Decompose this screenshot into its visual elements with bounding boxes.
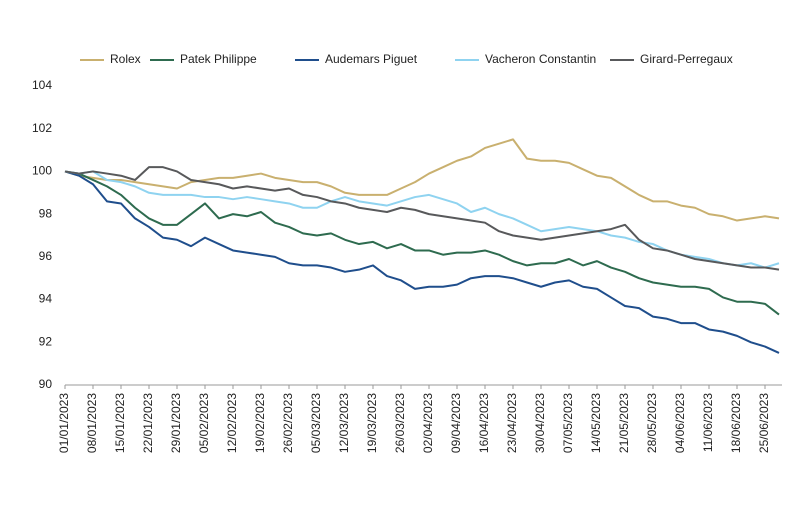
legend-label: Audemars Piguet — [325, 52, 418, 66]
x-tick-label: 05/02/2023 — [197, 393, 211, 453]
x-tick-label: 15/01/2023 — [113, 393, 127, 453]
y-tick-label: 102 — [32, 121, 52, 135]
y-tick-label: 98 — [39, 206, 53, 220]
y-tick-label: 94 — [39, 292, 53, 306]
x-tick-label: 23/04/2023 — [505, 393, 519, 453]
series-line — [64, 138, 780, 222]
x-tick-label: 26/02/2023 — [281, 393, 295, 453]
x-tick-label: 18/06/2023 — [729, 393, 743, 453]
x-tick-label: 07/05/2023 — [561, 393, 575, 453]
x-tick-label: 19/03/2023 — [365, 393, 379, 453]
series-line — [64, 170, 780, 354]
x-tick-label: 16/04/2023 — [477, 393, 491, 453]
x-tick-label: 26/03/2023 — [393, 393, 407, 453]
series-line — [64, 170, 780, 316]
legend-label: Girard-Perregaux — [640, 52, 733, 66]
x-tick-label: 14/05/2023 — [589, 393, 603, 453]
y-tick-label: 92 — [39, 334, 53, 348]
x-tick-label: 30/04/2023 — [533, 393, 547, 453]
x-tick-label: 28/05/2023 — [645, 393, 659, 453]
x-tick-label: 19/02/2023 — [253, 393, 267, 453]
y-tick-label: 104 — [32, 78, 52, 92]
series-line — [64, 166, 780, 271]
x-tick-label: 05/03/2023 — [309, 393, 323, 453]
x-tick-label: 12/02/2023 — [225, 393, 239, 453]
legend-label: Patek Philippe — [180, 52, 257, 66]
x-tick-label: 11/06/2023 — [701, 393, 715, 452]
legend-label: Vacheron Constantin — [485, 52, 596, 66]
x-tick-label: 04/06/2023 — [673, 393, 687, 453]
x-tick-label: 12/03/2023 — [337, 393, 351, 453]
x-tick-label: 25/06/2023 — [757, 393, 771, 453]
y-tick-label: 100 — [32, 164, 52, 178]
x-tick-label: 09/04/2023 — [449, 393, 463, 453]
x-tick-label: 29/01/2023 — [169, 393, 183, 453]
y-tick-label: 90 — [39, 377, 53, 391]
series-line — [64, 170, 780, 269]
x-tick-label: 01/01/2023 — [57, 393, 71, 453]
x-tick-label: 08/01/2023 — [85, 393, 99, 453]
legend-label: Rolex — [110, 52, 141, 66]
y-tick-label: 96 — [39, 249, 53, 263]
x-tick-label: 02/04/2023 — [421, 393, 435, 453]
x-tick-label: 22/01/2023 — [141, 393, 155, 453]
x-tick-label: 21/05/2023 — [617, 393, 631, 453]
